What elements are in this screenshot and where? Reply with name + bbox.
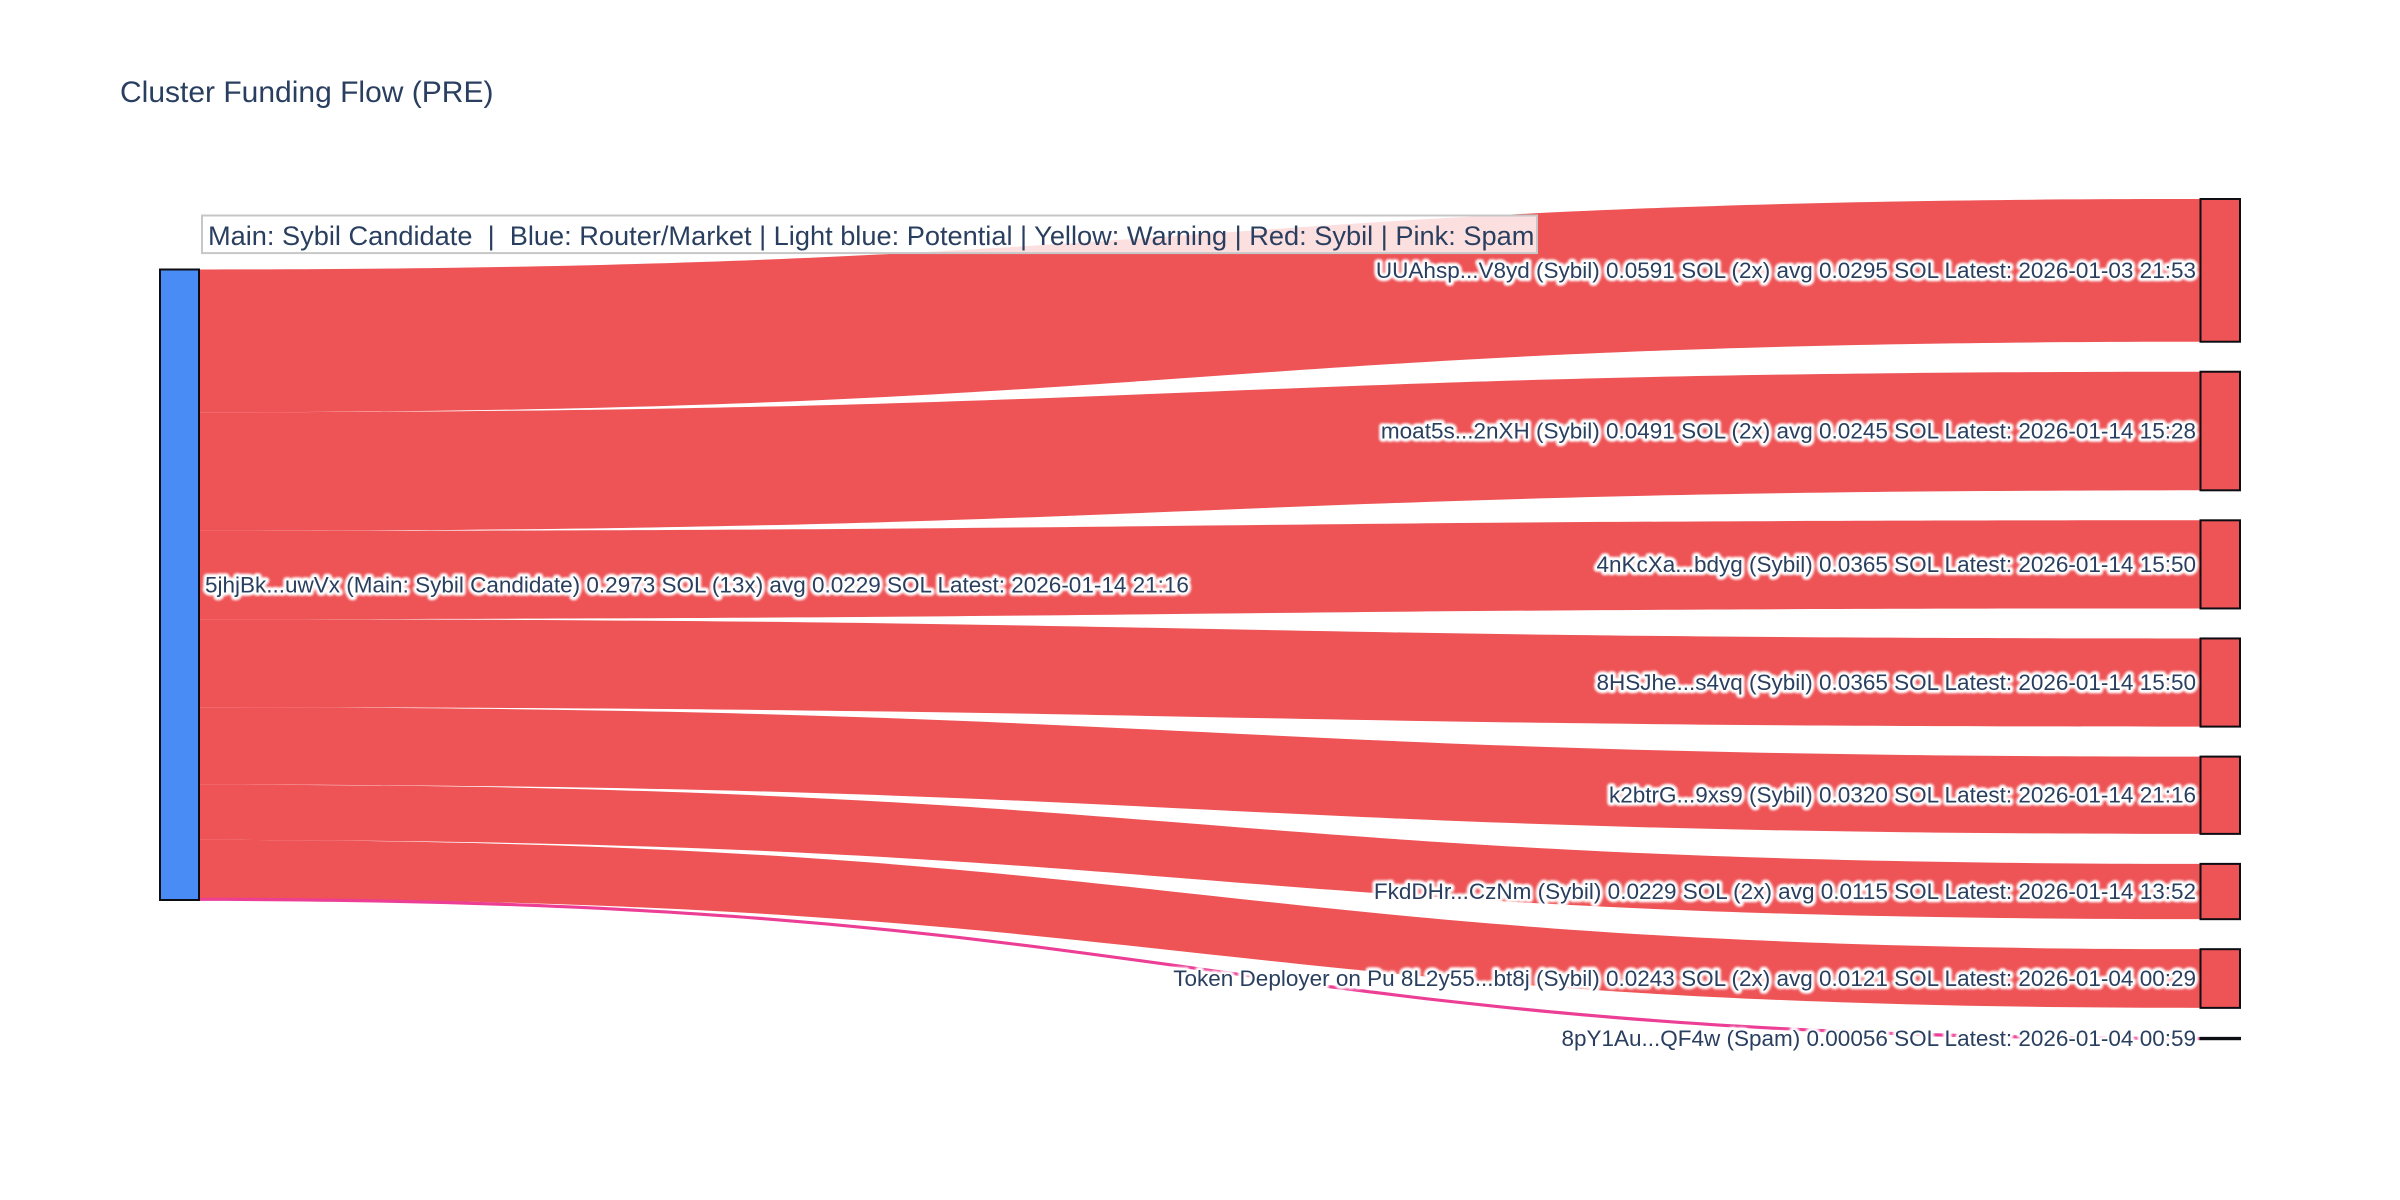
sankey-labels-layer: UUAhsp...V8yd (Sybil) 0.0591 SOL (2x) av… — [202, 255, 2200, 1055]
sankey-node-target-FkdDHr...CzNm[interactable] — [2199, 862, 2241, 921]
sankey-node-label-4nKcXa...bdyg: 4nKcXa...bdyg (Sybil) 0.0365 SOL Latest:… — [1596, 552, 2196, 577]
sankey-node-label-8pY1Au...QF4w: 8pY1Au...QF4w (Spam) 0.00056 SOL Latest:… — [1561, 1026, 2196, 1051]
sankey-node-label-8pY1Au...QF4w-halo: 8pY1Au...QF4w (Spam) 0.00056 SOL Latest:… — [1561, 1026, 2196, 1051]
sankey-node-label-k2btrG...9xs9-halo: k2btrG...9xs9 (Sybil) 0.0320 SOL Latest:… — [1609, 783, 2196, 808]
sankey-node-label-k2btrG...9xs9: k2btrG...9xs9 (Sybil) 0.0320 SOL Latest:… — [1609, 783, 2196, 808]
sankey-nodes-layer — [159, 198, 2241, 1041]
sankey-node-label-moat5s...2nXH-halo: moat5s...2nXH (Sybil) 0.0491 SOL (2x) av… — [1381, 419, 2196, 444]
legend-box — [201, 214, 1538, 255]
sankey-node-target-k2btrG...9xs9[interactable] — [2199, 755, 2241, 835]
page-title: Cluster Funding Flow (PRE) — [120, 76, 493, 109]
sankey-node-label-8L2y55...bt8j: Token Deployer on Pu 8L2y55...bt8j (Sybi… — [1173, 966, 2196, 991]
sankey-node-source[interactable] — [159, 268, 200, 901]
sankey-node-label-8HSJhe...s4vq: 8HSJhe...s4vq (Sybil) 0.0365 SOL Latest:… — [1596, 670, 2196, 695]
sankey-node-target-8HSJhe...s4vq[interactable] — [2199, 637, 2241, 728]
sankey-node-label-8HSJhe...s4vq-halo: 8HSJhe...s4vq (Sybil) 0.0365 SOL Latest:… — [1596, 670, 2196, 695]
sankey-link-k2btrG...9xs9[interactable] — [199, 707, 2201, 834]
sankey-node-label-FkdDHr...CzNm: FkdDHr...CzNm (Sybil) 0.0229 SOL (2x) av… — [1374, 879, 2196, 904]
sankey-node-target-8L2y55...bt8j[interactable] — [2199, 948, 2241, 1009]
sankey-node-label-source: 5jhjBk...uwVx (Main: Sybil Candidate) 0.… — [205, 572, 1189, 597]
sankey-links-layer — [199, 199, 2201, 1041]
sankey-node-label-4nKcXa...bdyg-halo: 4nKcXa...bdyg (Sybil) 0.0365 SOL Latest:… — [1596, 552, 2196, 577]
sankey-node-target-UUAhsp...V8yd[interactable] — [2199, 198, 2241, 343]
sankey-node-label-UUAhsp...V8yd: UUAhsp...V8yd (Sybil) 0.0591 SOL (2x) av… — [1376, 258, 2196, 283]
sankey-link-UUAhsp...V8yd[interactable] — [199, 199, 2201, 413]
sankey-node-target-4nKcXa...bdyg[interactable] — [2199, 519, 2241, 610]
sankey-node-label-FkdDHr...CzNm-halo: FkdDHr...CzNm (Sybil) 0.0229 SOL (2x) av… — [1374, 879, 2196, 904]
sankey-node-target-8pY1Au...QF4w[interactable] — [2199, 1036, 2241, 1041]
sankey-link-8pY1Au...QF4w[interactable] — [199, 897, 2201, 1041]
sankey-link-FkdDHr...CzNm[interactable] — [199, 784, 2201, 920]
sankey-node-label-UUAhsp...V8yd-halo: UUAhsp...V8yd (Sybil) 0.0591 SOL (2x) av… — [1376, 258, 2196, 283]
legend-label: Main: Sybil Candidate | Blue: Router/Mar… — [208, 220, 1534, 251]
sankey-link-4nKcXa...bdyg[interactable] — [199, 520, 2201, 620]
sankey-node-label-source-halo: 5jhjBk...uwVx (Main: Sybil Candidate) 0.… — [205, 572, 1189, 597]
sankey-link-moat5s...2nXH[interactable] — [199, 371, 2201, 531]
legend-annotation: Main: Sybil Candidate | Blue: Router/Mar… — [201, 214, 1538, 255]
sankey-node-label-8L2y55...bt8j-halo: Token Deployer on Pu 8L2y55...bt8j (Sybi… — [1173, 966, 2196, 991]
sankey-link-8L2y55...bt8j[interactable] — [199, 839, 2201, 1008]
sankey-link-8HSJhe...s4vq[interactable] — [199, 619, 2201, 727]
sankey-node-label-moat5s...2nXH: moat5s...2nXH (Sybil) 0.0491 SOL (2x) av… — [1381, 419, 2196, 444]
sankey-node-target-moat5s...2nXH[interactable] — [2199, 370, 2241, 492]
